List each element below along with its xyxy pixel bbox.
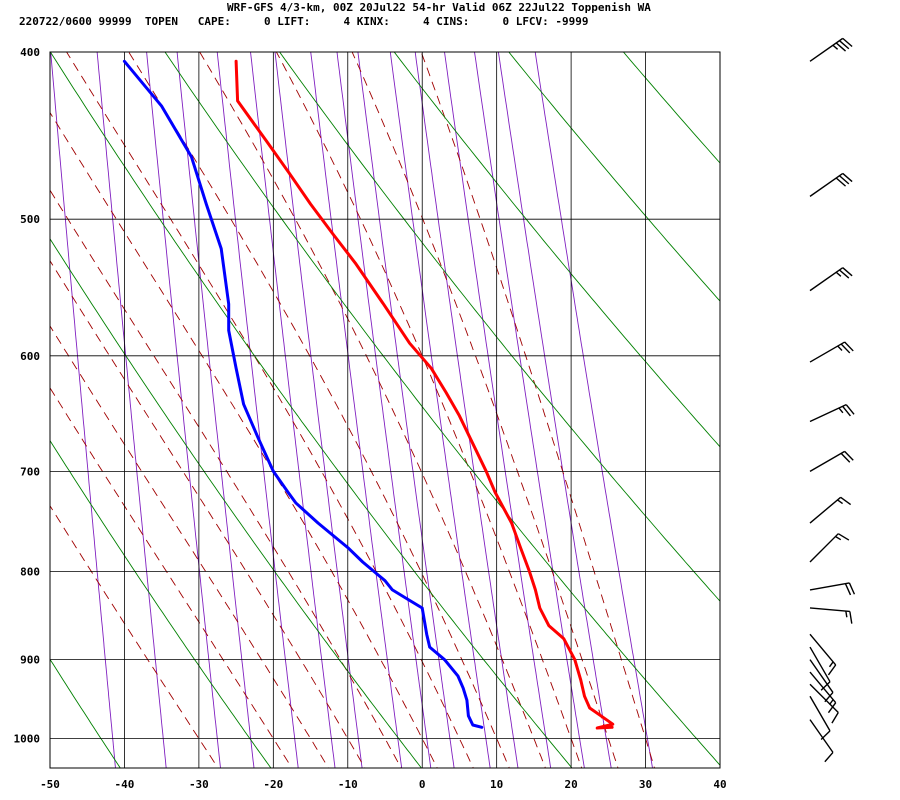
dry-adiabat-7 <box>393 52 720 448</box>
x-tick-label: 20 <box>564 778 577 791</box>
dry-adiabat-5 <box>164 52 720 766</box>
wind-barb-0 <box>809 37 853 62</box>
wind-barb-9 <box>809 607 853 624</box>
dry-adiabat-11 <box>817 14 900 776</box>
x-tick-label: 40 <box>713 778 726 791</box>
x-tick-label: -20 <box>263 778 283 791</box>
wind-barb-2 <box>809 267 853 292</box>
mixing-ratio-line-12 <box>444 52 552 768</box>
moist-adiabat-7 <box>128 52 510 768</box>
moist-adiabat-2 <box>50 325 330 768</box>
mixing-ratio-line-2 <box>146 52 221 768</box>
mixing-ratio-line-6 <box>274 52 363 768</box>
mixing-ratio-line-4 <box>216 52 299 768</box>
wind-barb-3 <box>809 341 854 363</box>
mixing-ratio-line-8 <box>336 52 432 768</box>
chart-title: WRF-GFS 4/3-km, 00Z 20Jul22 54-hr Valid … <box>227 1 651 14</box>
mixing-ratio-line-13 <box>474 52 585 768</box>
mixing-ratio-line-14 <box>497 52 612 768</box>
wind-barb-5 <box>809 450 854 472</box>
mixing-ratio-line-0 <box>50 52 116 768</box>
dry-adiabat-4 <box>50 52 573 768</box>
dry-adiabat-1 <box>50 658 121 768</box>
grid-lines <box>50 52 720 768</box>
x-tick-label: 10 <box>490 778 503 791</box>
mixing-ratio-lines <box>50 52 653 768</box>
moist-adiabat-3 <box>50 259 366 768</box>
wind-barb-10 <box>809 633 837 676</box>
mixing-ratio-line-7 <box>310 52 403 768</box>
dry-adiabat-6 <box>279 52 720 602</box>
mixing-ratio-line-3 <box>176 52 255 768</box>
temperature-trace <box>234 59 615 730</box>
moist-adiabat-8 <box>199 52 546 768</box>
moist-adiabat-11 <box>420 52 655 768</box>
dry-adiabat-2 <box>50 439 272 768</box>
dry-adiabat-3 <box>50 237 422 768</box>
pressure-tick-label: 600 <box>20 350 40 363</box>
moist-adiabat-4 <box>50 189 402 768</box>
moist-adiabat-5 <box>50 111 438 768</box>
x-tick-label: 0 <box>419 778 426 791</box>
pressure-tick-label: 400 <box>20 46 40 59</box>
moist-adiabats <box>50 52 655 768</box>
dry-adiabat-10 <box>704 14 900 776</box>
moist-adiabat-9 <box>275 52 583 768</box>
pressure-tick-label: 800 <box>20 565 40 578</box>
mixing-ratio-line-1 <box>96 52 167 768</box>
wind-barb-7 <box>809 533 850 563</box>
wind-barb-8 <box>809 582 856 596</box>
mixing-ratio-line-10 <box>389 52 491 768</box>
dewpoint-trace <box>122 59 484 729</box>
mixing-ratio-line-5 <box>250 52 336 768</box>
dry-adiabat-9 <box>622 52 720 164</box>
moist-adiabat-6 <box>66 52 474 768</box>
x-tick-label: -10 <box>338 778 358 791</box>
wind-barb-16 <box>809 719 834 763</box>
x-tick-label: 30 <box>639 778 652 791</box>
mixing-ratio-line-9 <box>357 52 455 768</box>
pressure-tick-label: 500 <box>20 213 40 226</box>
sounding-info-line: 220722/0600 99999 TOPEN CAPE: 0 LIFT: 4 … <box>19 15 589 28</box>
pressure-tick-label: 900 <box>20 654 40 667</box>
wind-barb-6 <box>809 496 852 524</box>
wind-barb-1 <box>809 172 853 197</box>
x-tick-label: -50 <box>40 778 60 791</box>
wind-barb-4 <box>809 404 855 423</box>
mixing-ratio-line-15 <box>534 52 653 768</box>
moist-adiabat-10 <box>351 52 619 768</box>
dry-adiabat-8 <box>508 52 720 302</box>
dry-adiabats <box>50 14 900 776</box>
wind-barbs <box>809 37 856 763</box>
x-axis-tick-labels: -50 -40 -30 -20 -10 0 10 20 30 40 <box>40 778 727 791</box>
x-tick-label: -30 <box>189 778 209 791</box>
sounding-traces <box>122 59 615 730</box>
plot-frame <box>49 51 721 769</box>
wind-barb-11 <box>809 646 831 691</box>
x-tick-label: -40 <box>115 778 135 791</box>
wind-barb-14 <box>809 683 839 724</box>
pressure-tick-label: 700 <box>20 465 40 478</box>
pressure-axis-tick-labels: 400 500 600 700 800 900 1000 <box>14 46 41 746</box>
pressure-tick-label: 1000 <box>14 733 41 746</box>
